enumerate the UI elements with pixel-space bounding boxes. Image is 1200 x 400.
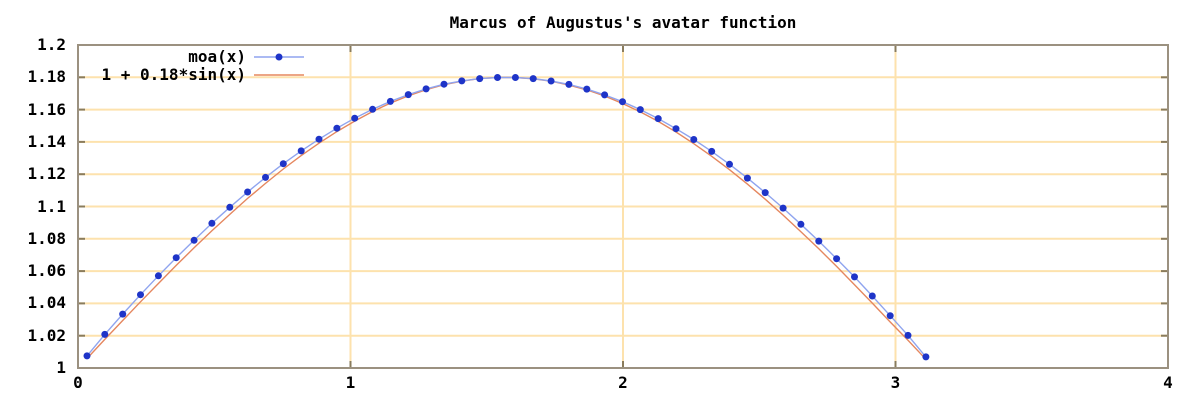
moa-curve-line xyxy=(86,76,927,358)
x-tick-label: 1 xyxy=(345,373,356,392)
moa-data-point xyxy=(868,292,876,300)
moa-data-point xyxy=(190,236,198,244)
y-tick-label: 1 xyxy=(56,358,66,377)
moa-data-point xyxy=(244,188,252,196)
legend: moa(x) 1 + 0.18*sin(x) xyxy=(96,48,304,84)
y-tick-label: 1.16 xyxy=(27,99,66,119)
y-tick-label: 1.08 xyxy=(27,228,66,248)
moa-data-point xyxy=(386,97,394,105)
moa-data-point xyxy=(333,124,341,132)
moa-data-point xyxy=(690,136,698,143)
moa-data-point xyxy=(743,174,751,182)
moa-data-point xyxy=(279,160,287,168)
legend-label-moa: moa(x) xyxy=(188,47,246,66)
moa-data-point xyxy=(619,98,626,106)
y-tick-label: 1.12 xyxy=(27,164,66,184)
moa-data-point xyxy=(297,147,305,155)
moa-data-point xyxy=(404,91,412,99)
moa-data-point xyxy=(154,272,162,280)
moa-data-point xyxy=(440,80,448,88)
moa-data-point xyxy=(654,115,662,123)
x-tick-label: 0 xyxy=(73,373,83,392)
y-tick-label: 1.02 xyxy=(27,325,66,345)
x-axis-labels: 0 1 2 3 4 xyxy=(0,372,1200,394)
moa-data-point xyxy=(208,219,216,227)
moa-data-point xyxy=(904,331,912,339)
moa-data-point xyxy=(851,273,858,281)
moa-data-point xyxy=(636,106,644,114)
x-tick-label: 3 xyxy=(890,373,901,392)
moa-data-point xyxy=(351,114,359,122)
x-tick-label: 4 xyxy=(1163,373,1173,392)
chart-title: Marcus of Augustus's avatar function xyxy=(449,13,797,32)
y-tick-label: 1.1 xyxy=(37,196,66,216)
moa-data-point xyxy=(83,352,91,360)
moa-data-point xyxy=(815,237,823,245)
legend-sample-moa-line xyxy=(254,53,304,61)
moa-data-point xyxy=(511,74,519,81)
y-tick-label: 1.04 xyxy=(27,293,66,313)
moa-data-point xyxy=(833,255,841,263)
plot-border xyxy=(77,44,1169,369)
y-tick-label: 1.14 xyxy=(27,131,66,151)
moa-data-point xyxy=(886,312,894,320)
moa-data-point xyxy=(565,80,573,88)
legend-item-sine: 1 + 0.18*sin(x) xyxy=(96,66,304,84)
y-axis-labels: 1 1.02 1.04 1.06 1.08 1.1 1.12 1.14 1.16 1.18 1.2 xyxy=(0,0,66,400)
moa-data-point xyxy=(547,77,555,85)
moa-data-point xyxy=(726,160,733,168)
y-tick-label: 1.18 xyxy=(27,67,66,87)
moa-data-point xyxy=(494,74,501,81)
moa-data-point xyxy=(262,173,269,181)
moa-data-point xyxy=(529,75,537,83)
moa-data-point xyxy=(672,125,680,133)
moa-data-point xyxy=(761,189,769,197)
moa-data-point xyxy=(922,353,930,361)
moa-data-point xyxy=(172,254,180,262)
moa-data-point xyxy=(583,85,591,93)
sine-curve xyxy=(86,76,927,360)
moa-data-point xyxy=(369,105,377,113)
moa-data-point xyxy=(601,91,609,99)
y-tick-label: 1.2 xyxy=(37,35,66,54)
moa-data-point xyxy=(458,77,466,85)
moa-data-point xyxy=(797,220,805,228)
legend-sample-sine-line xyxy=(254,74,304,76)
legend-label-sine: 1 + 0.18*sin(x) xyxy=(101,65,247,84)
moa-data-point xyxy=(476,75,484,83)
moa-data-point xyxy=(708,147,716,155)
moa-data-point xyxy=(779,204,787,212)
moa-data-point xyxy=(101,330,109,338)
moa-data-point xyxy=(137,291,144,299)
moa-data-point xyxy=(315,135,323,143)
legend-item-moa: moa(x) xyxy=(96,48,304,66)
x-tick-label: 2 xyxy=(618,373,628,392)
moa-data-point xyxy=(226,203,234,211)
moa-data-point xyxy=(422,85,430,93)
y-tick-label: 1.06 xyxy=(27,261,66,281)
legend-sample-point xyxy=(275,53,283,61)
moa-data-point xyxy=(119,310,127,318)
